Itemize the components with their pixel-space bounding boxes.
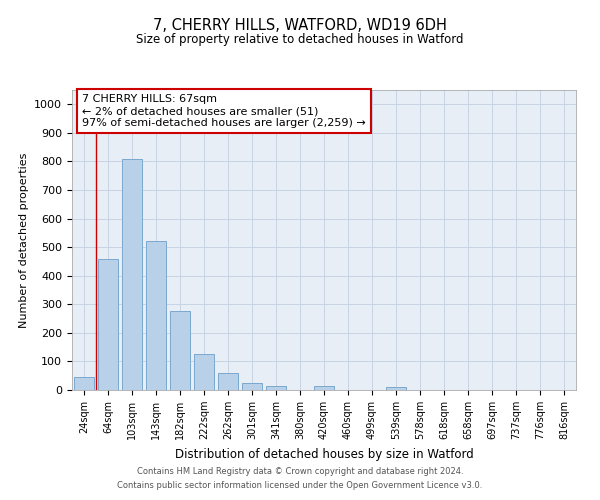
Bar	[170, 312, 190, 390]
Bar	[314, 386, 334, 390]
Bar	[122, 158, 142, 390]
Y-axis label: Number of detached properties: Number of detached properties	[19, 152, 29, 328]
Text: Contains public sector information licensed under the Open Government Licence v3: Contains public sector information licen…	[118, 481, 482, 490]
Bar	[218, 373, 238, 390]
X-axis label: Distribution of detached houses by size in Watford: Distribution of detached houses by size …	[175, 448, 473, 460]
Bar	[194, 354, 214, 390]
Bar	[146, 242, 166, 390]
Bar	[266, 386, 286, 390]
Text: 7 CHERRY HILLS: 67sqm
← 2% of detached houses are smaller (51)
97% of semi-detac: 7 CHERRY HILLS: 67sqm ← 2% of detached h…	[82, 94, 366, 128]
Text: 7, CHERRY HILLS, WATFORD, WD19 6DH: 7, CHERRY HILLS, WATFORD, WD19 6DH	[153, 18, 447, 32]
Bar	[98, 258, 118, 390]
Text: Size of property relative to detached houses in Watford: Size of property relative to detached ho…	[136, 32, 464, 46]
Bar	[242, 383, 262, 390]
Bar	[74, 377, 94, 390]
Text: Contains HM Land Registry data © Crown copyright and database right 2024.: Contains HM Land Registry data © Crown c…	[137, 467, 463, 476]
Bar	[386, 387, 406, 390]
